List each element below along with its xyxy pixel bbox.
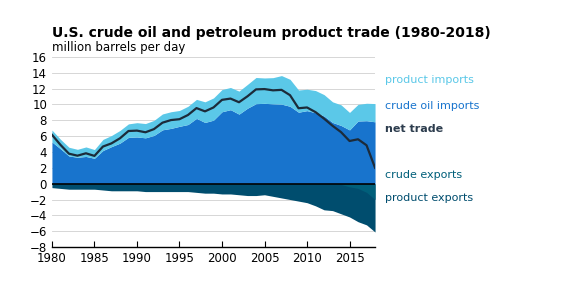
Text: crude exports: crude exports	[385, 170, 462, 180]
Text: net trade: net trade	[385, 124, 443, 134]
Text: product exports: product exports	[385, 193, 473, 202]
Text: product imports: product imports	[385, 75, 474, 85]
Text: U.S. crude oil and petroleum product trade (1980-2018): U.S. crude oil and petroleum product tra…	[52, 26, 490, 40]
Text: million barrels per day: million barrels per day	[52, 41, 185, 54]
Text: crude oil imports: crude oil imports	[385, 101, 479, 111]
